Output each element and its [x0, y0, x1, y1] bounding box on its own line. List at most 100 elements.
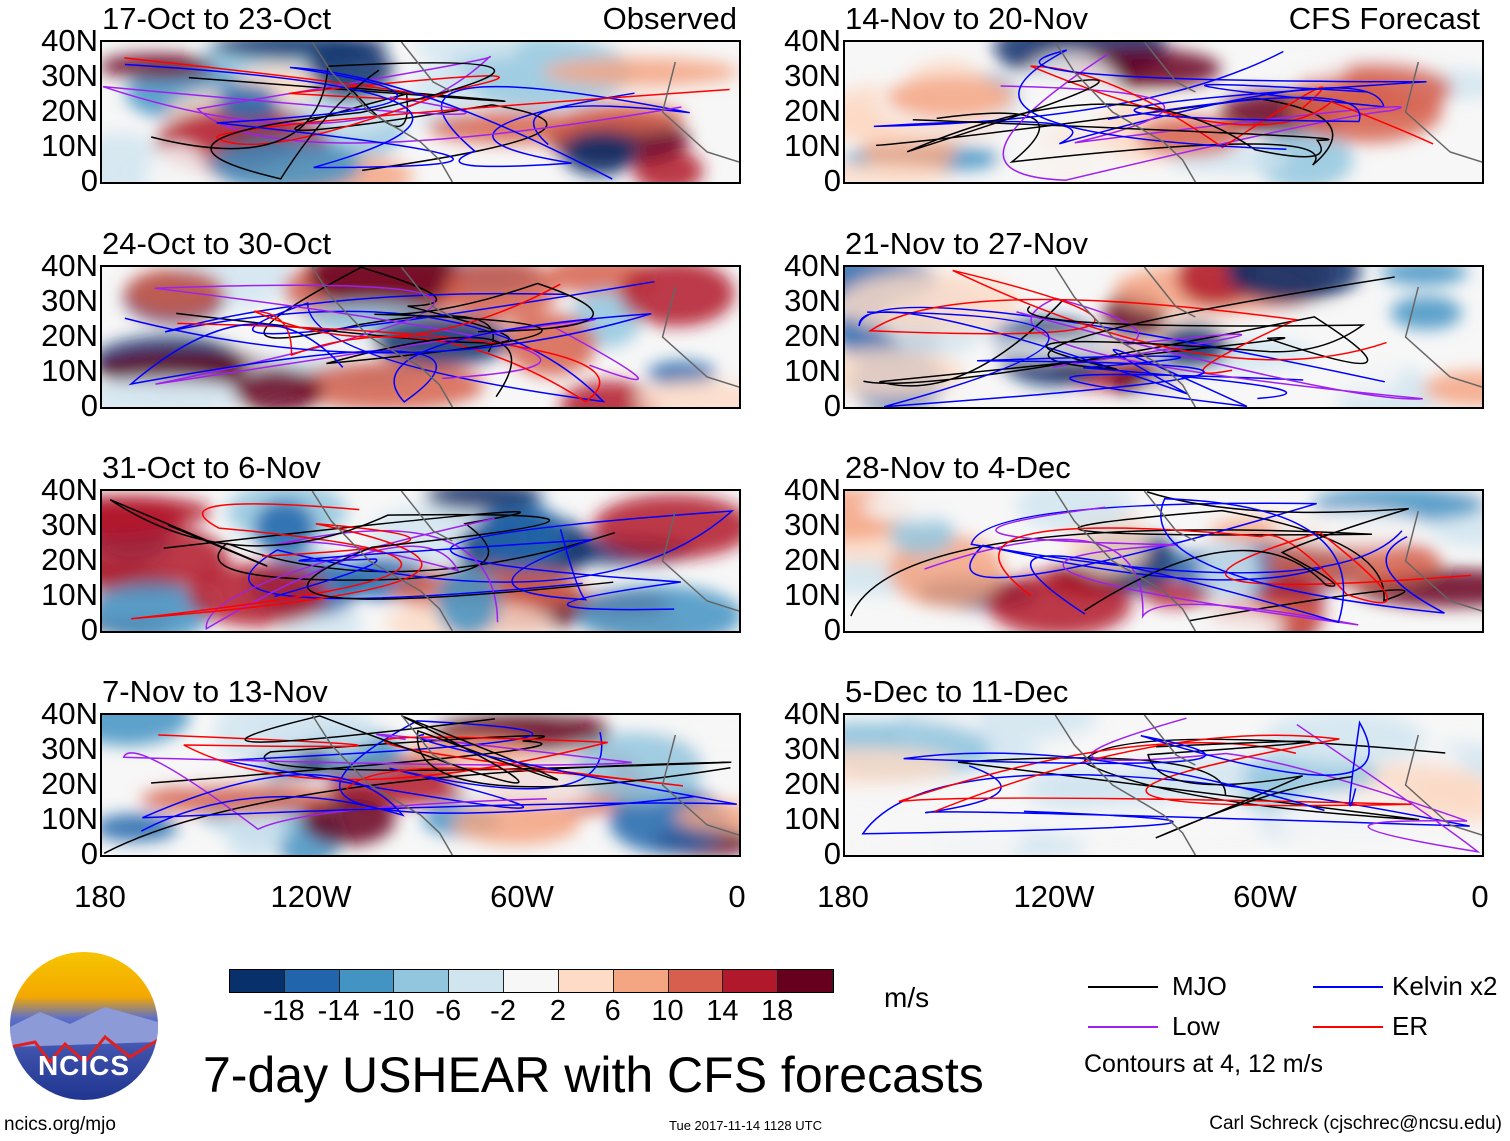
shear-anomaly-region: [1422, 370, 1482, 407]
colorbar-swatch: [339, 970, 395, 992]
shear-anomaly-region: [300, 792, 396, 846]
colorbar-label: -18: [262, 995, 305, 1027]
shear-anomaly-region: [210, 42, 388, 59]
lat-tick-label: 0: [80, 163, 98, 198]
colorbar-label: 6: [604, 995, 621, 1027]
column-label: CFS Forecast: [1288, 1, 1480, 36]
map-panel: [100, 713, 741, 857]
ncics-logo: NCICS: [10, 952, 158, 1100]
colorbar-swatch: [284, 970, 340, 992]
lat-tick-label: 40N: [41, 472, 98, 507]
coastline: [1054, 491, 1482, 631]
contour-line: [867, 269, 1387, 374]
legend-label-kelvin: Kelvin x2: [1392, 971, 1498, 1001]
contour-line: [898, 734, 1412, 813]
shear-anomaly-region: [254, 500, 316, 557]
contour-line: [274, 528, 593, 601]
coastline: [311, 715, 739, 855]
panel-title: 28-Nov to 4-Dec: [845, 450, 1071, 485]
lat-tick-label: 20N: [41, 766, 98, 801]
lat-tick-label: 30N: [41, 58, 98, 93]
shear-anomaly-region: [102, 495, 213, 529]
shear-anomaly-region: [214, 715, 314, 767]
shear-anomaly-region: [845, 162, 953, 182]
shear-anomaly-region: [1390, 296, 1463, 330]
legend-line-er: [1313, 1026, 1383, 1028]
colorbar-swatch: [504, 970, 559, 992]
contour-line: [903, 720, 1370, 812]
coastline: [311, 42, 739, 182]
lat-tick-label: 40N: [41, 23, 98, 58]
contour-line: [326, 282, 594, 398]
coastline: [1054, 42, 1482, 182]
shear-anomaly-region: [125, 268, 225, 317]
shear-anomaly-region: [619, 267, 735, 327]
contour-line: [863, 299, 1369, 387]
colorbar-swatch: [449, 970, 505, 992]
colorbar-label: -6: [435, 995, 462, 1027]
contour-line: [875, 97, 1334, 166]
shear-anomaly-region: [1323, 339, 1403, 397]
map-panel: [100, 40, 741, 184]
lat-tick-label: 0: [80, 388, 98, 423]
lat-tick-label: 0: [80, 836, 98, 871]
lat-tick-label: 0: [823, 163, 841, 198]
colorbar-swatch: [558, 970, 614, 992]
lat-tick-label: 20N: [784, 766, 841, 801]
panel-title: 7-Nov to 13-Nov: [102, 674, 328, 709]
lat-tick-label: 0: [823, 388, 841, 423]
lat-tick-label: 10N: [784, 353, 841, 388]
website-link[interactable]: ncics.org/mjo: [4, 1114, 116, 1135]
shear-anomaly-region: [234, 368, 323, 407]
column-label: Observed: [602, 1, 737, 36]
panel-title: 24-Oct to 30-Oct: [102, 226, 332, 261]
shear-anomaly-region: [1271, 49, 1349, 81]
panel-title: 17-Oct to 23-Oct: [102, 1, 332, 36]
shear-anomaly-region: [1136, 116, 1243, 157]
lon-tick-label: 180: [74, 879, 126, 914]
contour-line: [223, 720, 695, 814]
lat-tick-label: 20N: [41, 93, 98, 128]
shear-anomaly-region: [1380, 267, 1468, 286]
timestamp: Tue 2017-11-14 1128 UTC: [669, 1118, 822, 1133]
lat-tick-label: 20N: [784, 318, 841, 353]
lat-tick-label: 20N: [784, 93, 841, 128]
coastline: [1054, 715, 1482, 855]
shear-anomaly-region: [862, 491, 957, 522]
legend-line-kelvin: [1313, 986, 1383, 988]
contour-line: [1029, 497, 1445, 624]
contour-line: [124, 57, 730, 146]
map-panel: [843, 713, 1484, 857]
contour-line: [969, 502, 1403, 581]
panel-title: 14-Nov to 20-Nov: [845, 1, 1088, 36]
coastline: [1054, 267, 1482, 407]
shear-anomaly-region: [1264, 535, 1442, 588]
colorbar-swatch: [394, 970, 450, 992]
legend-note: Contours at 4, 12 m/s: [1084, 1050, 1324, 1078]
map-panel: [100, 265, 741, 409]
legend-line-mjo: [1088, 986, 1158, 988]
contour-line: [177, 283, 601, 403]
contour-line: [124, 63, 613, 180]
logo-text: NCICS: [37, 1050, 131, 1081]
contour-line: [164, 280, 655, 403]
lat-tick-label: 20N: [41, 318, 98, 353]
lat-tick-label: 30N: [41, 507, 98, 542]
lon-tick-label: 120W: [270, 879, 352, 914]
lat-tick-label: 0: [823, 836, 841, 871]
lon-tick-label: 120W: [1013, 879, 1095, 914]
shear-anomaly-region: [576, 585, 739, 631]
shear-anomaly-region: [102, 813, 178, 842]
legend-line-low: [1088, 1026, 1158, 1028]
contour-line: [906, 79, 1330, 158]
shear-anomaly-region: [845, 348, 965, 399]
lon-tick-label: 60W: [490, 879, 554, 914]
contour-line: [140, 734, 737, 832]
lat-tick-label: 20N: [784, 542, 841, 577]
contour-line: [850, 509, 1406, 622]
contour-line: [1030, 65, 1434, 149]
shear-anomaly-region: [647, 361, 716, 387]
contour-line: [1016, 297, 1423, 400]
colorbar-units: m/s: [884, 982, 930, 1013]
